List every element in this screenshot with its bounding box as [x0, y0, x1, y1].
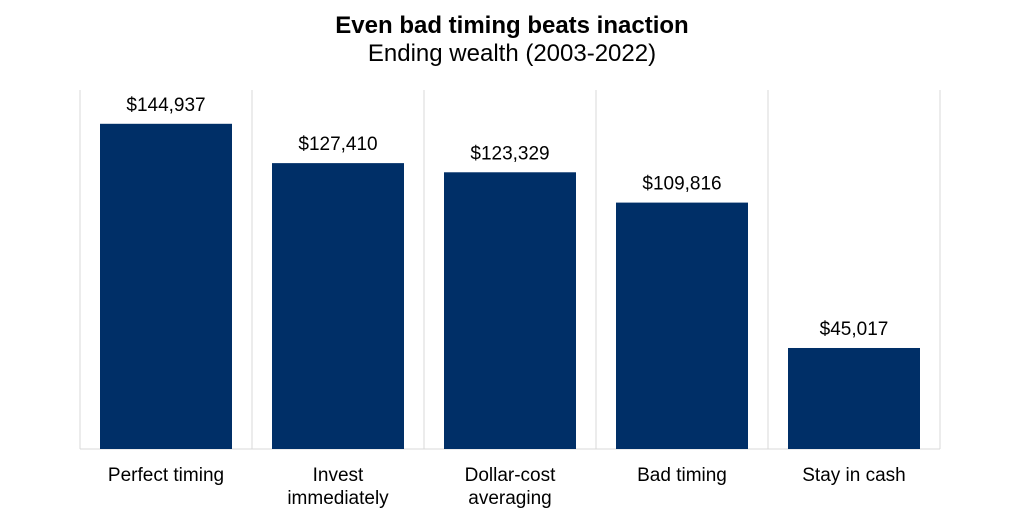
- data-label: $123,329: [470, 143, 549, 164]
- data-label: $127,410: [298, 134, 377, 155]
- bar: [444, 172, 576, 449]
- bar: [788, 347, 920, 449]
- x-tick-label: Invest immediately: [287, 465, 389, 509]
- x-tick-label: Dollar-cost averaging: [465, 465, 557, 509]
- bar: [100, 123, 232, 449]
- data-label: $45,017: [820, 319, 889, 340]
- x-tick-label: Stay in cash: [802, 465, 906, 486]
- data-label: $109,816: [642, 174, 721, 195]
- x-tick-label: Perfect timing: [108, 465, 224, 486]
- x-tick-label: Bad timing: [637, 465, 727, 486]
- chart-subtitle: Ending wealth (2003-2022): [367, 40, 657, 67]
- bar: [272, 163, 404, 449]
- chart-title: Even bad timing beats inaction: [335, 12, 689, 39]
- data-label: $144,937: [126, 95, 205, 116]
- bar: [616, 202, 748, 449]
